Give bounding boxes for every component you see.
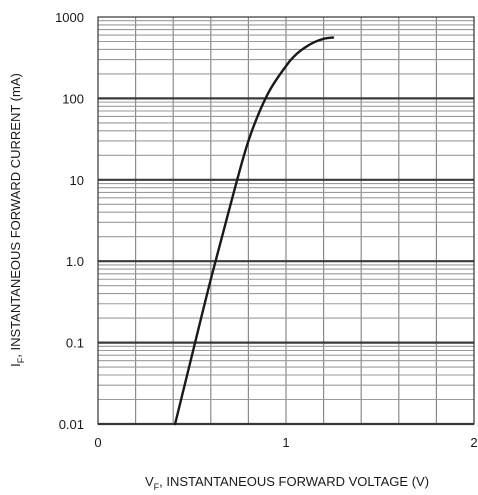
y-axis-label: IF, INSTANTANEOUS FORWARD CURRENT (mA) [8,73,26,367]
forward-current-curve [173,36,335,426]
y-tick-label: 1.0 [66,254,84,269]
series [173,36,335,426]
grid [98,17,474,426]
y-tick-label: 1000 [55,10,84,25]
y-tick-label: 0.1 [66,336,84,351]
x-axis-label: VF, INSTANTANEOUS FORWARD VOLTAGE (V) [145,474,429,492]
y-tick-label: 100 [62,91,84,106]
x-tick-label: 1 [282,435,289,450]
tick-labels: 0.01 0.1 1.0 10 100 1000 0 1 2 [55,10,478,450]
x-tick-label: 0 [94,435,101,450]
y-tick-label: 0.01 [59,417,84,432]
y-tick-label: 10 [70,173,84,188]
plot-frame [97,16,475,425]
x-tick-label: 2 [470,435,477,450]
